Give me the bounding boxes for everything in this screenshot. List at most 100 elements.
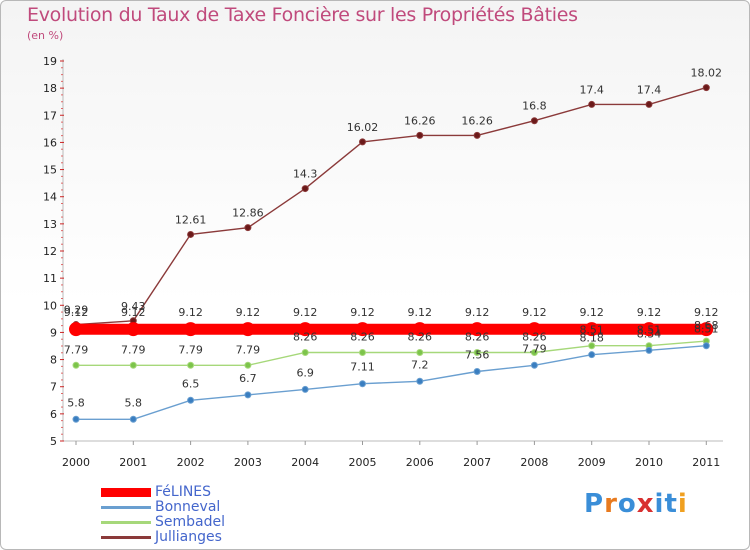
- data-point-bonneval: [530, 361, 538, 369]
- legend-label-jullianges: Jullianges: [155, 529, 222, 545]
- chart-axes: 5 6 7 8 9 10 11 12 13 14 15 16 17 18 19 2000 2001 2002 200…: [43, 55, 723, 469]
- data-label-sembadel: 8.26: [465, 331, 490, 344]
- data-point-sembadel: [301, 349, 309, 357]
- data-label-sembadel: 8.26: [522, 331, 547, 344]
- data-label-bonneval: 6.5: [182, 377, 200, 390]
- logo-letter: P: [584, 489, 605, 519]
- x-tick-label: 2006: [406, 456, 434, 469]
- data-point-bonneval: [645, 346, 653, 354]
- data-point-felines: [355, 322, 370, 337]
- x-tick-label: 2002: [177, 456, 205, 469]
- y-tick-label: 12: [43, 245, 57, 258]
- series-line-jullianges: [75, 86, 707, 326]
- data-label-jullianges: 17.4: [637, 83, 662, 96]
- data-label-felines: 9.12: [121, 306, 146, 319]
- data-label-bonneval: 7.56: [465, 349, 490, 362]
- x-tick-label: 2005: [349, 456, 377, 469]
- data-point-sembadel: [187, 361, 195, 369]
- data-point-sembadel: [588, 342, 596, 350]
- data-label-felines: 9.12: [408, 306, 433, 319]
- y-tick-label: 11: [43, 272, 57, 285]
- data-label-sembadel: 8.26: [350, 331, 375, 344]
- x-tick-label: 2000: [62, 456, 90, 469]
- data-label-sembadel: 8.26: [408, 331, 433, 344]
- data-label-felines: 9.12: [178, 306, 203, 319]
- data-label-jullianges: 17.4: [579, 83, 604, 96]
- data-label-bonneval: 5.8: [67, 396, 85, 409]
- data-label-jullianges: 16.26: [461, 114, 493, 127]
- data-label-bonneval: 7.79: [522, 342, 547, 355]
- y-tick-label: 8: [50, 354, 57, 367]
- data-point-sembadel: [129, 361, 137, 369]
- data-label-sembadel: 8.51: [579, 324, 604, 337]
- data-label-bonneval: 5.8: [125, 396, 143, 409]
- data-point-felines: [642, 322, 656, 337]
- data-label-jullianges: 16.02: [347, 121, 379, 134]
- legend-swatch-bonneval: [101, 506, 151, 509]
- data-label-felines: 9.12: [350, 306, 375, 319]
- data-label-jullianges: 12.61: [175, 213, 207, 226]
- legend-swatch-jullianges: [101, 536, 151, 539]
- data-label-sembadel: 7.79: [64, 343, 89, 356]
- data-label-jullianges: 12.86: [232, 207, 264, 220]
- x-tick-label: 2009: [578, 456, 606, 469]
- series-layer: [69, 84, 714, 423]
- data-point-bonneval: [588, 351, 596, 359]
- data-point-bonneval: [187, 396, 195, 404]
- proxiti-logo: Proxiti: [584, 489, 688, 519]
- data-label-felines: 9.12: [522, 306, 547, 319]
- logo-letter: r: [604, 489, 618, 519]
- data-label-jullianges: 14.3: [293, 168, 318, 181]
- data-label-bonneval: 8.18: [579, 332, 604, 345]
- data-point-felines: [584, 322, 599, 337]
- data-point-jullianges: [588, 100, 596, 108]
- data-point-felines: [699, 322, 714, 337]
- legend-swatch-felines: [101, 488, 151, 497]
- legend-item-felines: FéLINES: [101, 484, 301, 500]
- data-point-felines: [240, 322, 255, 337]
- data-point-bonneval: [359, 380, 366, 388]
- y-tick-label: 5: [50, 435, 57, 448]
- series-line-sembadel: [76, 340, 707, 366]
- data-point-sembadel: [359, 349, 366, 357]
- y-tick-label: 9: [50, 326, 57, 339]
- data-point-jullianges: [359, 138, 366, 146]
- data-label-bonneval: 7.2: [411, 358, 429, 371]
- data-label-felines: 9.12: [694, 306, 719, 319]
- data-label-bonneval: 6.7: [239, 372, 257, 385]
- x-tick-label: 2007: [463, 456, 491, 469]
- data-point-jullianges: [702, 84, 710, 92]
- y-tick-label: 13: [43, 218, 57, 231]
- data-label-bonneval: 8.34: [637, 327, 662, 340]
- data-label-felines: 9.12: [637, 306, 662, 319]
- x-tick-label: 2008: [520, 456, 548, 469]
- data-point-jullianges: [530, 117, 538, 125]
- data-label-felines: 9.12: [579, 306, 604, 319]
- legend: FéLINES Bonneval Sembadel Jullianges: [101, 484, 301, 545]
- data-point-sembadel: [244, 361, 252, 369]
- data-label-layer: 9.12 9.12 9.12 9.12 9.12 9.12 9.12 9.12 9.12 9.12…: [64, 67, 722, 410]
- data-label-jullianges: 16.26: [404, 114, 436, 127]
- data-label-sembadel: 7.79: [121, 343, 146, 356]
- data-point-bonneval: [702, 342, 710, 350]
- y-tick-label: 18: [43, 82, 57, 95]
- data-point-felines: [412, 322, 427, 337]
- data-point-bonneval: [301, 385, 309, 393]
- data-label-felines: 9.12: [64, 306, 89, 319]
- data-point-sembadel: [473, 349, 481, 357]
- data-label-jullianges: 9.43: [121, 300, 146, 313]
- data-point-jullianges: [301, 185, 309, 193]
- logo-letter: o: [617, 489, 637, 519]
- legend-label-bonneval: Bonneval: [155, 499, 221, 515]
- data-point-jullianges: [244, 224, 252, 232]
- legend-item-sembadel: Sembadel: [101, 514, 301, 530]
- data-point-felines: [69, 322, 83, 337]
- logo-letter: i: [677, 489, 688, 519]
- data-point-felines: [527, 322, 542, 337]
- x-tick-label: 2010: [635, 456, 663, 469]
- data-point-jullianges: [645, 100, 653, 108]
- legend-label-sembadel: Sembadel: [155, 514, 225, 530]
- data-label-sembadel: 8.26: [293, 331, 318, 344]
- y-tick-label: 17: [43, 109, 57, 122]
